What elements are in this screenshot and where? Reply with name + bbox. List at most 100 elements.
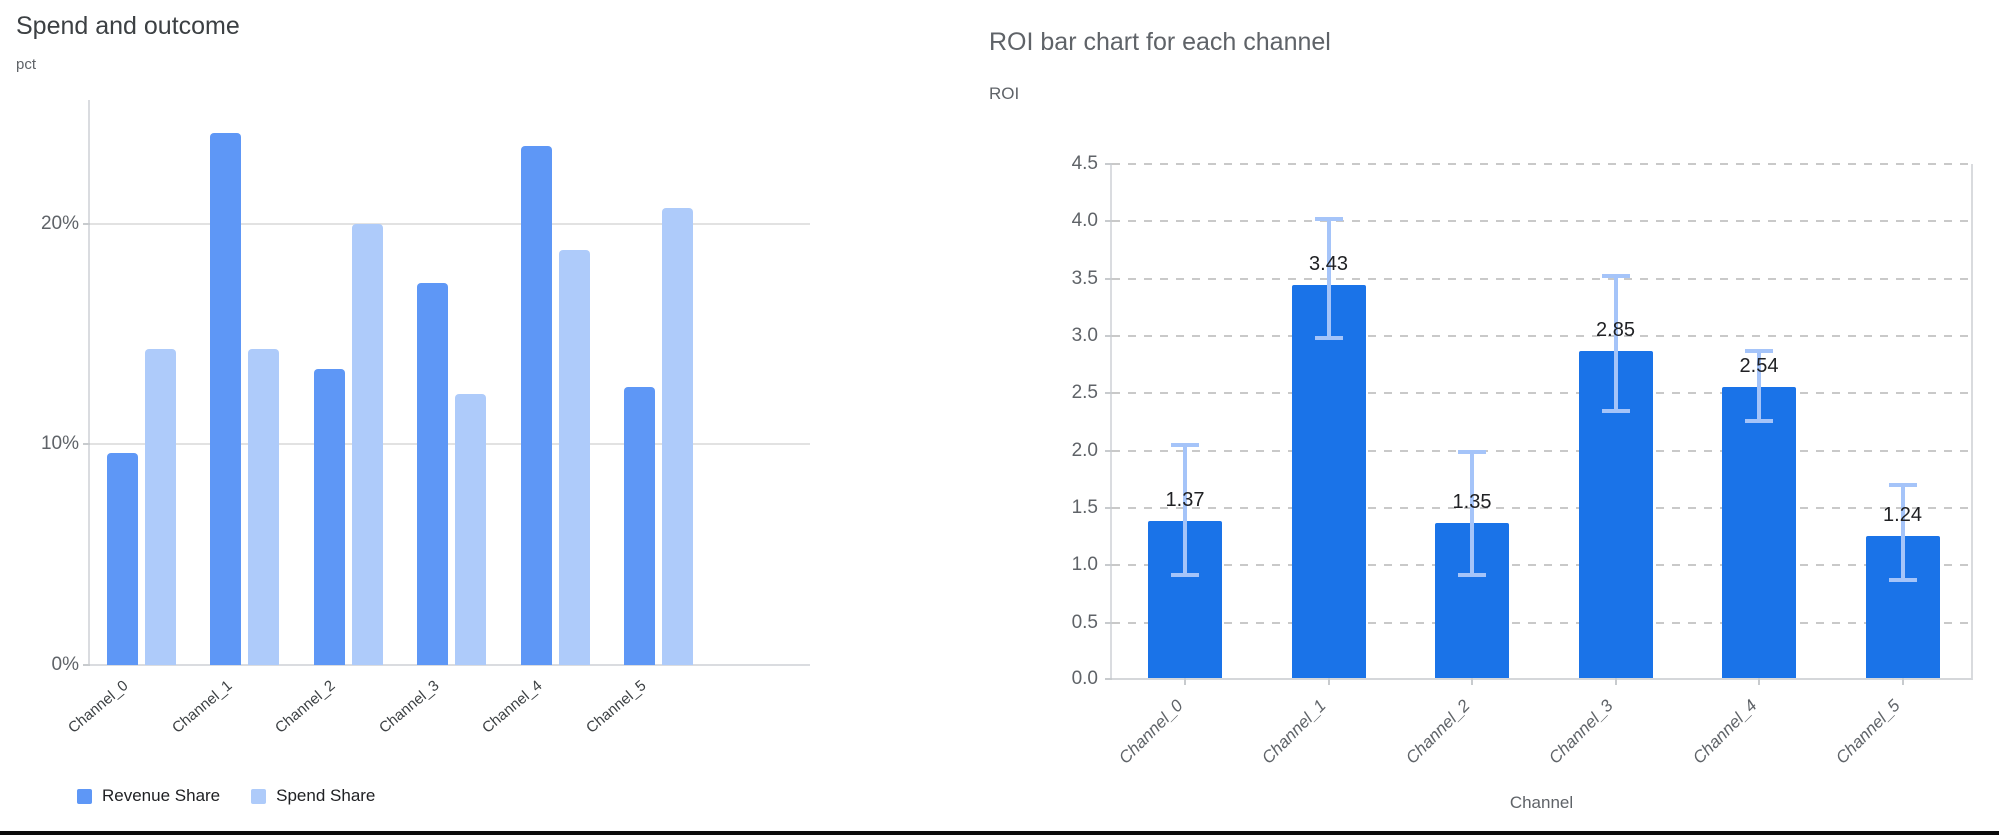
y-tick-label: 0.5 (1071, 611, 1098, 633)
x-tick-label: Channel_1 (168, 677, 236, 737)
x-tick-mark (1758, 678, 1760, 685)
legend-item-revenue-share: Revenue Share (77, 786, 220, 806)
gridline-3.0 (1112, 335, 1971, 337)
bar-revenue-share-channel_0[interactable] (106, 453, 138, 665)
error-bar-cap-top-channel_0 (1171, 442, 1199, 447)
gridline-0.5 (1112, 621, 1971, 624)
gridline-3.5 (1112, 277, 1971, 280)
error-bar-cap-bottom-channel_0 (1171, 573, 1199, 578)
legend-item-spend-share: Spend Share (251, 786, 375, 806)
y-tick-mark (1105, 220, 1112, 223)
bar-revenue-share-channel_1[interactable] (210, 133, 241, 665)
bar-spend-share-channel_0[interactable] (144, 349, 176, 665)
right-x-axis-title: Channel (1509, 793, 1574, 812)
error-bar-whisker-channel_3 (1613, 274, 1618, 414)
bar-revenue-share-channel_4[interactable] (520, 146, 552, 665)
y-tick-label: 0% (51, 654, 79, 675)
bar-value-label-channel_1: 3.43 (1309, 252, 1348, 275)
y-tick-mark (1105, 277, 1112, 280)
right-y-axis-label: ROI (989, 84, 1020, 103)
y-tick-label: 0.0 (1071, 668, 1098, 689)
legend: Revenue Share Spend Share (77, 786, 375, 806)
y-tick-label: 20% (40, 212, 79, 234)
y-tick-mark (1105, 564, 1112, 567)
y-tick-mark (1105, 678, 1112, 680)
y-tick-label: 3.5 (1071, 267, 1098, 289)
error-bar-whisker-channel_2 (1470, 449, 1474, 578)
error-bar-whisker-channel_4 (1757, 348, 1761, 424)
error-bar-cap-top-channel_1 (1314, 217, 1343, 222)
x-tick-label: Channel_2 (1401, 696, 1474, 768)
bar-spend-share-channel_2[interactable] (351, 223, 383, 665)
y-tick-mark (83, 443, 90, 446)
left-plot-area: 0% 10% 20% Channel_0 Channel_1 Channel_2 Chann… (41, 100, 810, 737)
gridline-20% (90, 222, 810, 225)
bar-revenue-share-channel_3[interactable] (417, 283, 448, 665)
legend-swatch-revenue-share (77, 788, 92, 804)
x-tick-mark (1614, 678, 1617, 685)
x-tick-label: Channel_5 (582, 677, 650, 737)
bar-spend-share-channel_3[interactable] (455, 393, 486, 665)
x-tick-label: Channel_3 (1545, 696, 1617, 768)
x-tick-label: Channel_0 (1114, 696, 1187, 768)
y-tick-mark (83, 222, 90, 225)
y-tick-label: 4.5 (1071, 153, 1098, 174)
bar-value-label-channel_4: 2.54 (1739, 354, 1779, 377)
y-tick-label: 2.5 (1071, 382, 1098, 404)
x-tick-mark (1327, 678, 1330, 685)
x-tick-label: Channel_1 (1258, 696, 1330, 768)
x-tick-mark (1471, 678, 1473, 685)
error-bar-cap-top-channel_4 (1745, 348, 1773, 353)
x-tick-label: Channel_3 (375, 677, 443, 737)
bar-spend-share-channel_4[interactable] (558, 250, 590, 665)
y-tick-mark (1105, 621, 1112, 624)
x-tick-label: Channel_2 (272, 677, 339, 737)
y-tick-mark (1105, 335, 1112, 337)
error-bar-cap-top-channel_5 (1888, 483, 1917, 488)
x-tick-label: Channel_4 (1688, 696, 1761, 768)
y-tick-label: 10% (40, 433, 79, 455)
x-tick-mark (1184, 678, 1186, 685)
bar-roi-channel_1[interactable] (1291, 284, 1366, 678)
bar-value-label-channel_5: 1.24 (1883, 503, 1922, 526)
error-bar-whisker-channel_0 (1183, 442, 1187, 578)
y-tick-label: 3.0 (1071, 325, 1098, 346)
x-tick-label: Channel_5 (1832, 696, 1904, 768)
y-tick-mark (1105, 449, 1112, 452)
error-bar-whisker-channel_5 (1900, 483, 1905, 582)
y-tick-mark (1105, 392, 1112, 395)
right-chart-title: ROI bar chart for each channel (989, 28, 1331, 56)
left-chart-title: Spend and outcome (16, 12, 240, 40)
error-bar-cap-bottom-channel_3 (1601, 409, 1630, 414)
bar-spend-share-channel_5[interactable] (662, 208, 693, 665)
x-tick-mark (1901, 678, 1904, 685)
bar-roi-channel_4[interactable] (1722, 386, 1796, 678)
y-tick-mark (1105, 163, 1112, 165)
gridline-0% (90, 664, 810, 666)
left-y-axis-unit-label: pct (16, 56, 37, 73)
gridline-4.5 (1112, 163, 1971, 165)
error-bar-cap-top-channel_3 (1601, 274, 1630, 279)
bar-revenue-share-channel_5[interactable] (624, 386, 655, 665)
gridline-1.5 (1112, 507, 1971, 509)
error-bar-cap-top-channel_2 (1458, 449, 1486, 454)
error-bar-whisker-channel_1 (1326, 217, 1331, 340)
y-tick-mark (1105, 507, 1112, 509)
y-tick-mark (83, 664, 90, 666)
right-plot-area: 0.0 0.5 1.0 1.5 2.0 2.5 3.0 3.5 4.0 4.5 1.37 Channe… (1072, 153, 1973, 768)
gridline-2.5 (1112, 392, 1971, 395)
y-tick-label: 1.5 (1071, 497, 1098, 518)
x-tick-label: Channel_0 (65, 677, 132, 737)
y-tick-label: 1.0 (1071, 554, 1098, 576)
bar-spend-share-channel_1[interactable] (248, 349, 279, 665)
bottom-divider (0, 831, 1999, 835)
legend-label-spend-share: Spend Share (276, 786, 376, 805)
gridline-2.0 (1112, 449, 1971, 452)
error-bar-cap-bottom-channel_2 (1458, 573, 1486, 578)
bar-value-label-channel_0: 1.37 (1165, 488, 1205, 511)
bar-value-label-channel_3: 2.85 (1596, 319, 1635, 342)
bar-revenue-share-channel_2[interactable] (313, 369, 345, 665)
y-tick-label: 2.0 (1071, 439, 1098, 461)
gridline-10% (90, 443, 810, 446)
gridline-4.0 (1112, 220, 1971, 223)
